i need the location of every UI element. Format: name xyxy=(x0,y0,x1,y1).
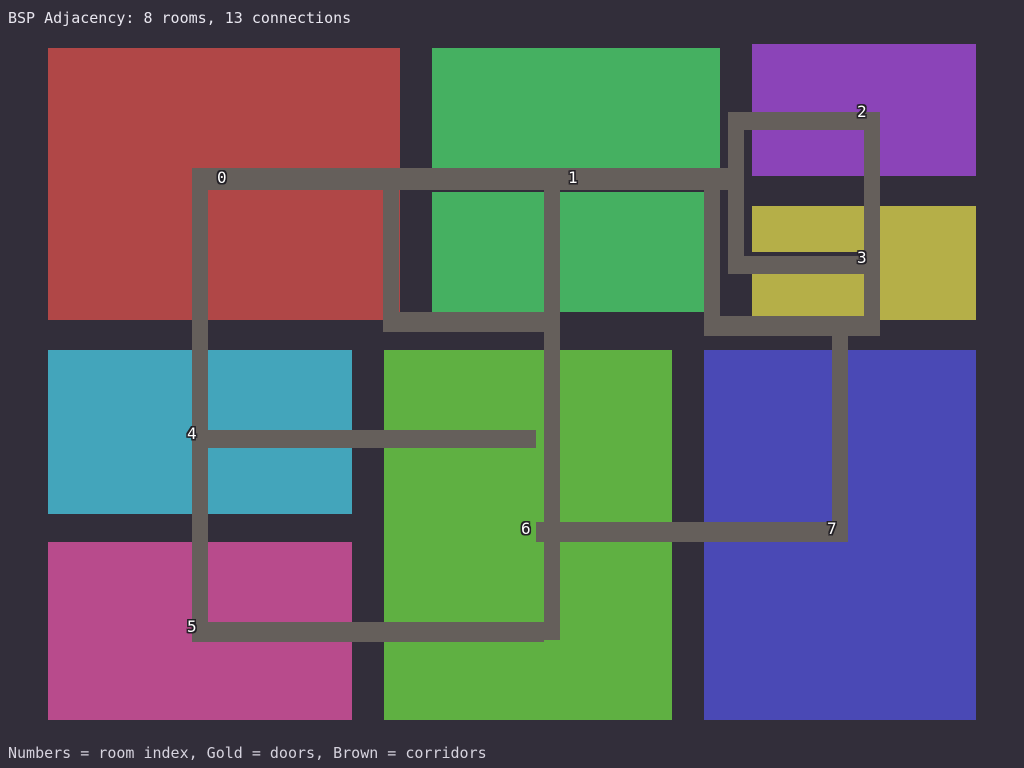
room-index-label: 0 xyxy=(217,168,227,187)
room-index-label: 2 xyxy=(857,102,867,121)
room-index-label: 4 xyxy=(187,424,197,443)
corridor-segment xyxy=(832,330,848,542)
room-3-block[interactable] xyxy=(752,206,864,252)
corridor-segment xyxy=(192,430,536,448)
room-4-block[interactable] xyxy=(208,350,352,430)
room-index-label: 3 xyxy=(857,248,867,267)
room-6-block[interactable] xyxy=(384,350,530,428)
room-index-label: 7 xyxy=(827,519,837,538)
room-index-label: 5 xyxy=(187,617,197,636)
room-2-block[interactable] xyxy=(752,128,864,176)
room-index-label: 6 xyxy=(521,519,531,538)
room-index-label: 1 xyxy=(568,168,578,187)
room-0-block[interactable] xyxy=(201,190,383,320)
corridor-segment xyxy=(192,168,208,642)
corridor-segment xyxy=(383,312,559,332)
room-3-block[interactable] xyxy=(752,270,864,320)
legend-text: Numbers = room index, Gold = doors, Brow… xyxy=(8,744,487,762)
room-3-block[interactable] xyxy=(880,206,976,320)
corridor-segment xyxy=(728,112,744,272)
room-1-block[interactable] xyxy=(560,192,704,312)
room-1-block[interactable] xyxy=(432,48,720,176)
room-7-block[interactable] xyxy=(704,350,832,526)
corridor-segment xyxy=(536,522,848,542)
corridor-segment xyxy=(728,256,880,274)
room-6-block[interactable] xyxy=(384,448,530,624)
room-1-block[interactable] xyxy=(432,192,552,312)
corridor-segment xyxy=(383,176,399,330)
corridor-segment xyxy=(728,112,880,130)
corridor-segment xyxy=(192,168,744,190)
page-title: BSP Adjacency: 8 rooms, 13 connections xyxy=(8,9,352,27)
corridor-segment xyxy=(192,622,544,642)
corridor-segment xyxy=(864,112,880,336)
room-5-block[interactable] xyxy=(208,542,352,624)
room-4-block[interactable] xyxy=(208,448,352,514)
corridor-segment xyxy=(704,168,720,334)
